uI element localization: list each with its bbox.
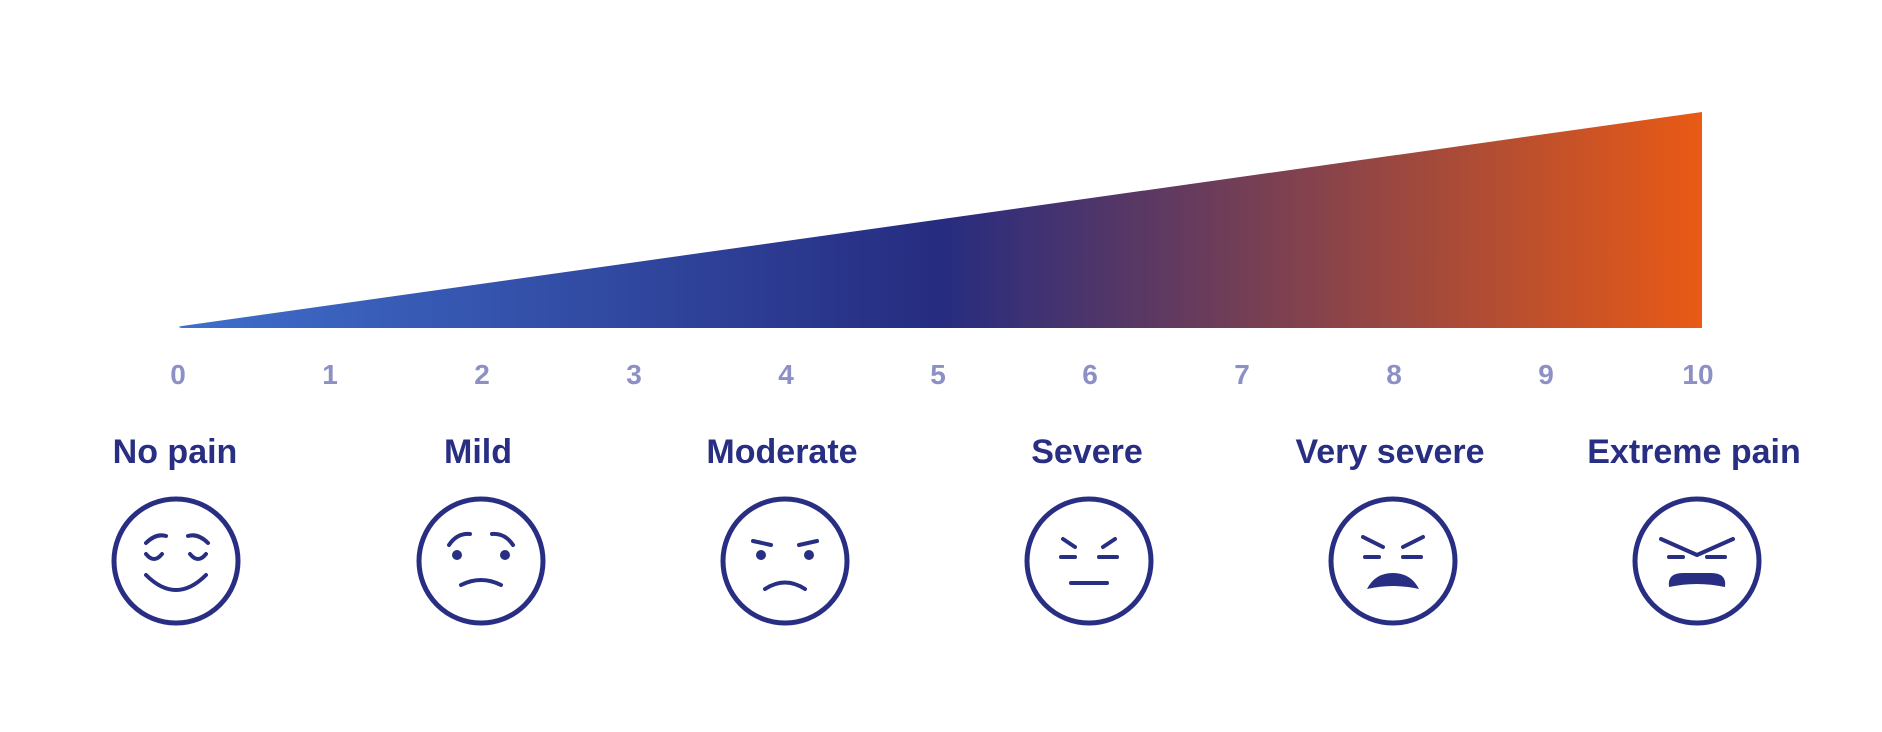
slightly-sad-face-icon: [416, 496, 546, 626]
tick-label-4: 4: [778, 359, 794, 390]
tick-label-9: 9: [1538, 359, 1554, 390]
anguished-face-icon: [1632, 496, 1762, 626]
intensity-wedge: [179, 112, 1702, 328]
pained-face-icon: [1328, 496, 1458, 626]
tick-labels: 0 1 2 3 4 5 6 7 8 9 10: [170, 359, 1713, 390]
level-label: Severe: [1031, 433, 1143, 471]
level-no-pain: No pain: [111, 433, 241, 626]
grimacing-face-icon: [1024, 496, 1154, 626]
level-label: Moderate: [706, 433, 857, 471]
level-label: Extreme pain: [1587, 433, 1801, 471]
level-mild: Mild: [416, 433, 546, 626]
level-moderate: Moderate: [706, 433, 858, 626]
tick-label-8: 8: [1386, 359, 1402, 390]
level-very-severe: Very severe: [1295, 433, 1485, 626]
tick-label-0: 0: [170, 359, 186, 390]
tick-label-6: 6: [1082, 359, 1098, 390]
level-severe: Severe: [1024, 433, 1154, 626]
level-extreme-pain: Extreme pain: [1587, 433, 1801, 626]
frowning-face-icon: [720, 496, 850, 626]
tick-label-5: 5: [930, 359, 946, 390]
relaxed-face-icon: [111, 496, 241, 626]
tick-label-10: 10: [1682, 359, 1713, 390]
level-label: Mild: [444, 433, 512, 471]
tick-label-2: 2: [474, 359, 490, 390]
tick-label-7: 7: [1234, 359, 1250, 390]
tick-label-1: 1: [322, 359, 338, 390]
tick-label-3: 3: [626, 359, 642, 390]
level-label: No pain: [113, 433, 238, 471]
level-label: Very severe: [1295, 433, 1484, 471]
